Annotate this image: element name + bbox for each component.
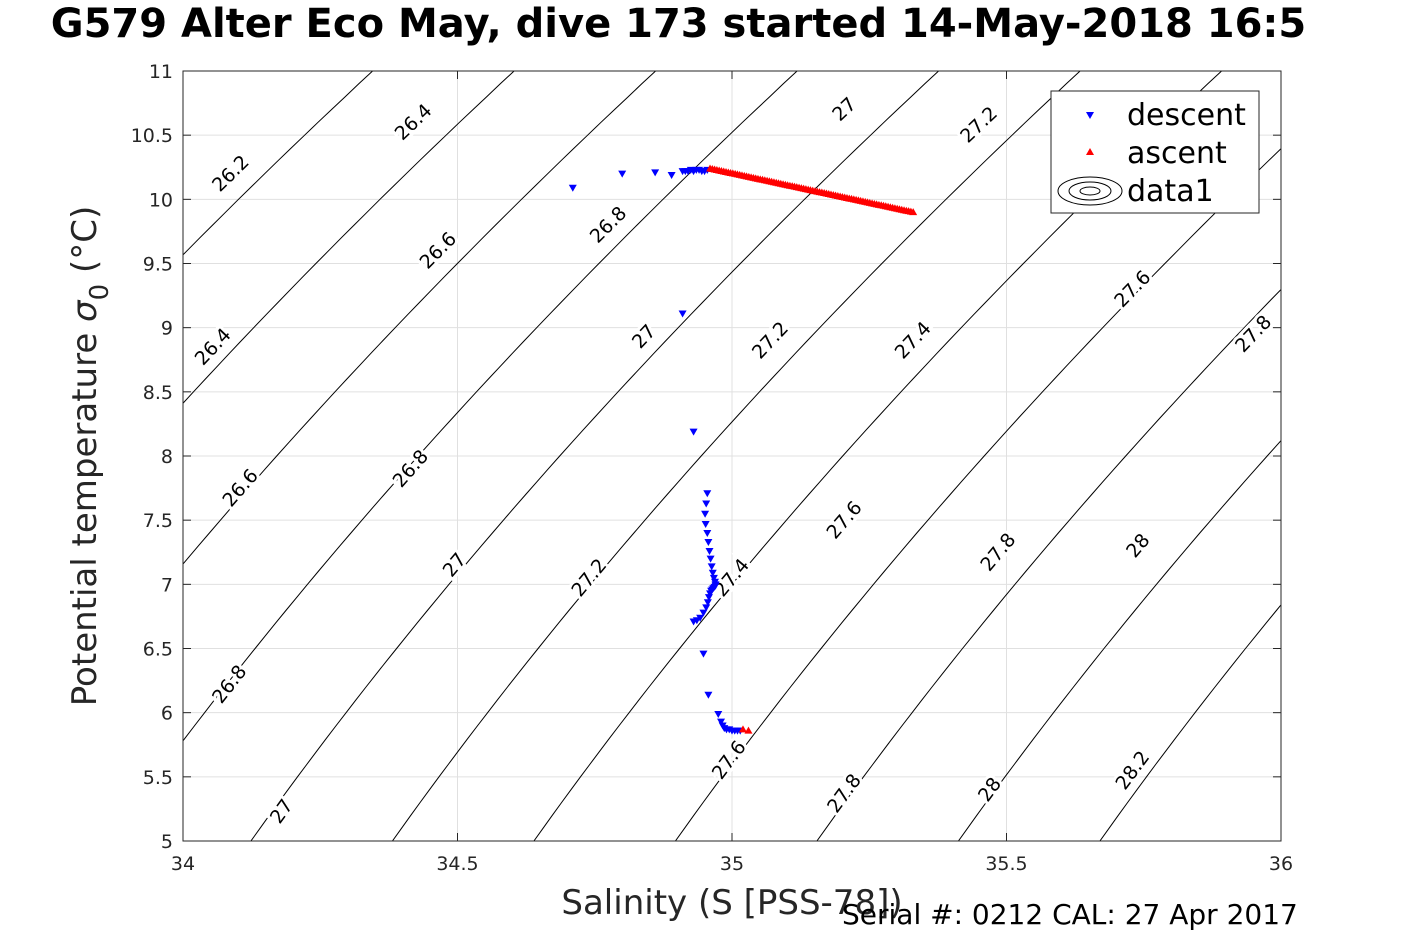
contour-line: [183, 71, 373, 256]
contour-line: [957, 439, 1281, 841]
ascent-point: [738, 725, 747, 733]
descent-point: [689, 618, 698, 626]
contour-line: [250, 71, 939, 841]
descent-point: [618, 170, 627, 178]
descent-point: [678, 310, 687, 318]
x-tick-label: 34: [171, 853, 195, 875]
y-tick-label: 6: [161, 703, 173, 725]
legend-ascent-marker: [1086, 148, 1094, 155]
descent-point: [702, 500, 711, 508]
ascent-point: [909, 208, 918, 216]
y-axis: 5 5.5 6 6.5 7 7.5 8 8.5 9 9.5 10 10.5 11: [131, 61, 1281, 853]
descent-point: [667, 171, 676, 179]
ascent-point: [744, 726, 753, 734]
contour-line: [183, 71, 515, 405]
x-axis-label: Salinity (S [PSS-78]): [561, 883, 902, 923]
y-axis-label-text: Potential temperature: [65, 333, 105, 706]
legend-contour-icon: [1057, 176, 1123, 206]
svg-text:Potential temperature σ0 (°C): Potential temperature σ0 (°C): [65, 206, 115, 706]
descent-point: [703, 530, 712, 537]
contour-line: [183, 71, 798, 742]
y-axis-label-symbol: σ: [65, 299, 105, 322]
y-tick-label: 11: [149, 61, 173, 83]
y-tick-label: 7: [161, 574, 173, 596]
descent-point: [651, 169, 660, 177]
descent-point: [701, 510, 710, 518]
descent-point: [706, 555, 715, 563]
y-tick-label: 8.5: [143, 382, 173, 404]
descent-point: [709, 574, 718, 582]
descent-point: [714, 710, 723, 718]
contour-line: [391, 71, 1081, 841]
descent-point: [717, 718, 726, 726]
legend-box: [1050, 90, 1260, 214]
y-axis-label-unit: (°C): [65, 206, 105, 273]
x-tick-label: 36: [1269, 853, 1293, 875]
chart-title: G579 Alter Eco May, dive 173 started 14-…: [50, 1, 1307, 47]
legend-data1-label: data1: [1127, 174, 1214, 209]
legend-descent-marker: [1086, 112, 1094, 119]
descent-point: [703, 490, 712, 498]
y-tick-label: 9.5: [143, 254, 173, 276]
descent-point: [704, 691, 713, 699]
descent-point: [704, 538, 713, 546]
y-tick-label: 10: [149, 189, 173, 211]
legend-descent-label: descent: [1127, 98, 1246, 133]
descent-point: [699, 650, 708, 658]
descent-point: [689, 428, 698, 436]
y-axis-label: Potential temperature σ0 (°C): [65, 206, 115, 706]
x-tick-label: 35.5: [985, 853, 1027, 875]
descent-point: [707, 563, 716, 571]
x-tick-label: 35: [720, 853, 744, 875]
y-tick-label: 9: [161, 318, 173, 340]
y-axis-label-subscript: 0: [85, 284, 115, 301]
y-tick-label: 6.5: [143, 639, 173, 661]
y-tick-label: 8: [161, 446, 173, 468]
y-tick-label: 7.5: [143, 510, 173, 532]
data-points: [568, 164, 918, 735]
contour-line: [183, 71, 656, 565]
descent-point: [705, 547, 714, 555]
descent-point: [704, 594, 713, 602]
x-axis: 34 34.5 35 35.5 36: [171, 71, 1293, 875]
descent-point: [708, 569, 717, 577]
contour-line: [1099, 604, 1281, 841]
descent-point: [706, 590, 715, 598]
x-tick-label: 34.5: [436, 853, 478, 875]
serial-cal-note: Serial #: 0212 CAL: 27 Apr 2017: [842, 898, 1298, 931]
descent-point: [703, 599, 712, 607]
descent-point: [701, 521, 710, 529]
legend-ascent-label: ascent: [1127, 136, 1227, 171]
descent-point: [702, 604, 711, 612]
y-tick-label: 5: [161, 831, 173, 853]
y-tick-label: 10.5: [131, 125, 173, 147]
descent-point: [568, 184, 577, 192]
descent-point: [699, 609, 708, 617]
legend: descent ascent data1: [1050, 90, 1260, 214]
contour-line: [816, 288, 1281, 841]
y-tick-label: 5.5: [143, 767, 173, 789]
